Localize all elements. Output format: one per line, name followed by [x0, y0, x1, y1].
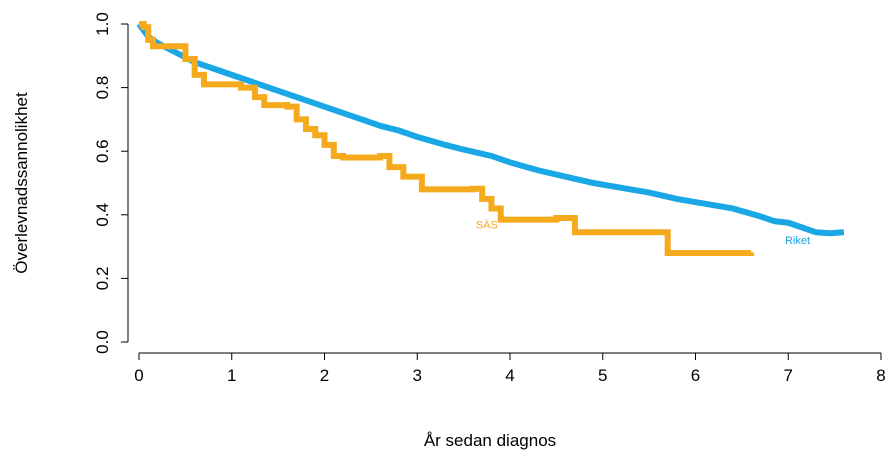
x-tick-label: 5 [598, 366, 607, 385]
series-label: SÄS [476, 219, 498, 231]
series-line-0 [136, 22, 845, 237]
y-tick-label: 1.0 [93, 12, 112, 36]
y-tick-label: 0.2 [93, 267, 112, 291]
x-tick-label: 0 [134, 366, 143, 385]
y-tick-label: 0.0 [93, 330, 112, 354]
x-tick-label: 8 [876, 366, 885, 385]
axes: 0 1 2 3 4 5 6 7 8 0.0 0.2 0.4 0.6 0.8 1.0 [93, 12, 886, 385]
y-tick-label: 0.6 [93, 139, 112, 163]
x-tick-label: 4 [505, 366, 514, 385]
x-tick-label: 3 [413, 366, 422, 385]
x-tick-label: 1 [227, 366, 236, 385]
y-tick-label: 0.4 [93, 203, 112, 227]
plot-area: SÄS Riket [136, 21, 845, 256]
x-axis-title: År sedan diagnos [424, 431, 556, 450]
x-tick-label: 7 [784, 366, 793, 385]
x-tick-label: 6 [691, 366, 700, 385]
series-label: Riket [785, 235, 810, 247]
x-tick-label: 2 [320, 366, 329, 385]
series-line-1 [139, 21, 755, 256]
y-axis-title: Överlevnadssannolikhet [12, 92, 31, 274]
y-tick-label: 0.8 [93, 76, 112, 100]
